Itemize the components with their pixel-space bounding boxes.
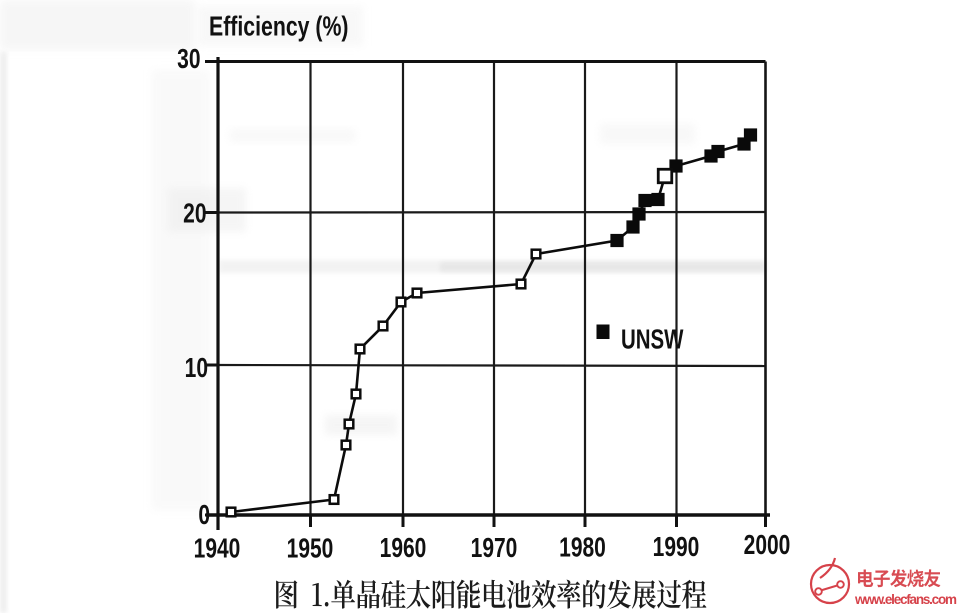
svg-text:0: 0 [198,500,210,531]
svg-text:1960: 1960 [380,533,427,564]
svg-text:10: 10 [185,353,208,384]
svg-text:1990: 1990 [653,532,700,563]
svg-text:Efficiency (%): Efficiency (%) [209,11,348,43]
svg-text:30: 30 [177,44,200,75]
svg-text:1970: 1970 [471,533,518,564]
svg-text:1940: 1940 [194,534,241,565]
svg-text:UNSW: UNSW [621,325,684,356]
svg-text:2000: 2000 [744,530,791,561]
svg-text:1950: 1950 [287,534,334,565]
svg-text:www.elecfans.com: www.elecfans.com [854,592,957,607]
svg-text:20: 20 [183,199,206,230]
svg-text:1980: 1980 [559,533,606,564]
